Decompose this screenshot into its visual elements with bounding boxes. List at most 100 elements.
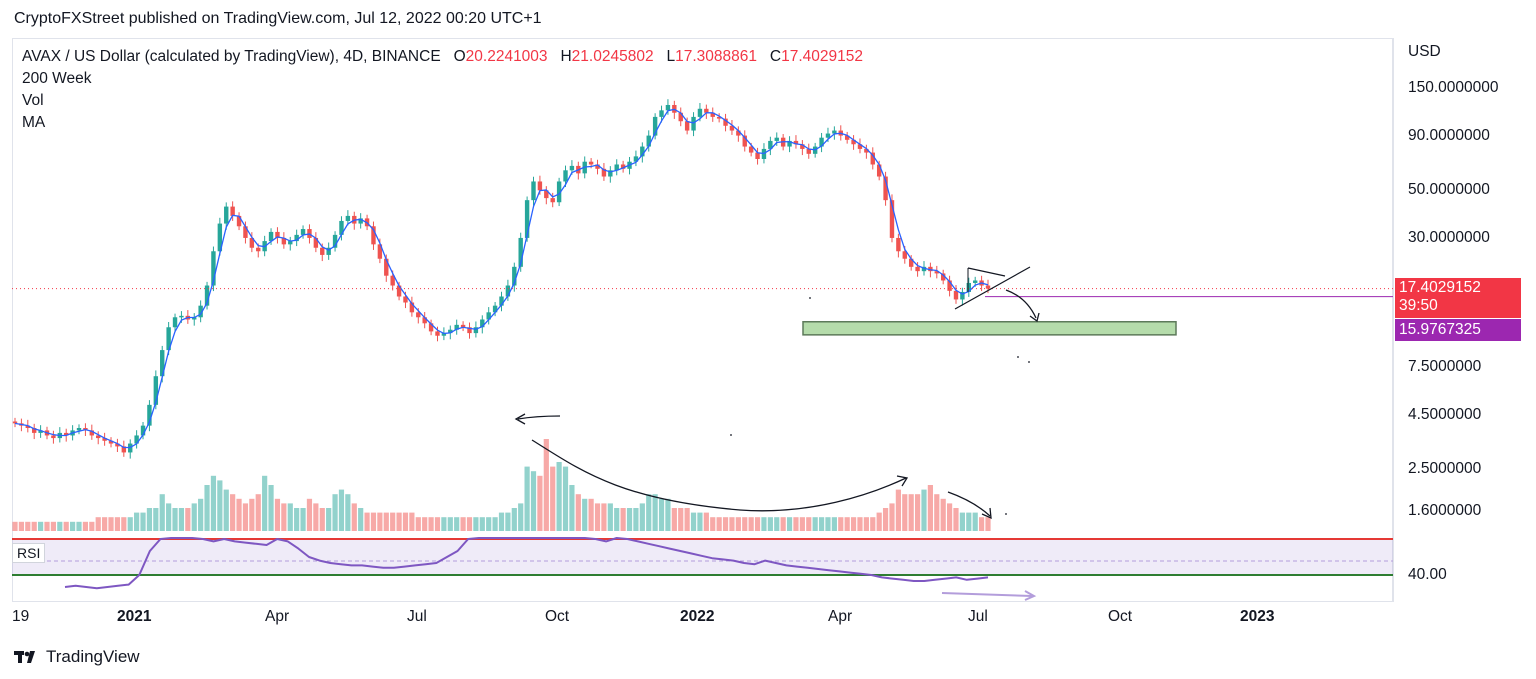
volume-bar: [492, 517, 498, 531]
legend-open-value: 20.2241003: [465, 48, 548, 65]
candle-body: [678, 112, 683, 122]
legend-low-value: 17.3088861: [675, 48, 757, 65]
volume-bar: [89, 521, 95, 531]
candle-body: [640, 146, 645, 157]
annotation-dot: [809, 297, 811, 299]
volume-bar: [748, 517, 754, 531]
candle-body: [748, 146, 754, 153]
volume-bar: [921, 489, 927, 531]
candle-body: [377, 244, 383, 259]
candle-body: [953, 290, 959, 300]
legend-indicator-vol[interactable]: Vol: [22, 92, 44, 109]
candle-body: [288, 241, 293, 245]
candle-body: [889, 200, 895, 238]
volume-bar: [12, 521, 18, 531]
tradingview-footer[interactable]: TradingView: [14, 647, 140, 667]
countdown-value: 39:50: [1399, 296, 1438, 314]
x-tick-label: Apr: [265, 608, 290, 625]
volume-bar: [185, 508, 191, 531]
candle-body: [121, 446, 127, 453]
legend-indicator-200-week[interactable]: 200 Week: [22, 70, 92, 87]
legend-high-value: 21.0245802: [571, 48, 654, 65]
footer-brand: TradingView: [46, 647, 140, 666]
volume-bar: [633, 508, 639, 531]
volume-bar: [614, 508, 620, 531]
volume-bar: [882, 508, 889, 531]
volume-bar: [191, 503, 197, 531]
candle-body: [518, 237, 523, 267]
candle-body: [652, 116, 658, 136]
candle-body: [403, 296, 408, 303]
volume-bar: [601, 503, 607, 531]
volume-bar: [198, 498, 204, 531]
candle-body: [851, 139, 856, 145]
legend-close-value: 17.4029152: [781, 48, 864, 65]
volume-bar: [498, 512, 505, 531]
candle-body: [102, 438, 107, 441]
candle-body: [172, 317, 178, 328]
volume-bar: [134, 512, 140, 531]
volume-bar: [556, 462, 562, 531]
candle-body: [441, 333, 447, 336]
volume-bar: [908, 494, 914, 531]
volume-curve-arrow: [531, 439, 907, 512]
volume-bar: [121, 517, 127, 531]
x-tick-label: Oct: [1108, 608, 1133, 625]
candle-body: [947, 280, 952, 291]
volume-bar: [652, 494, 658, 531]
time-axis-separator: [12, 601, 1393, 602]
rsi-label: RSI: [12, 543, 46, 563]
volume-peak-arrow-head: [514, 413, 526, 425]
x-tick-label: Apr: [828, 608, 853, 625]
y-tick-label: 7.5000000: [1408, 358, 1482, 376]
candle-body: [473, 327, 479, 334]
candle-body: [64, 432, 69, 436]
candle-body: [76, 427, 82, 431]
candle-body: [140, 425, 146, 436]
x-tick-label: Jul: [968, 608, 988, 625]
volume-bar: [166, 503, 172, 531]
candle-body: [512, 266, 517, 286]
volume-bar: [38, 521, 44, 531]
legend-indicator-ma[interactable]: MA: [22, 114, 46, 131]
volume-bar: [242, 503, 249, 531]
candle-body: [544, 190, 549, 199]
volume-bar: [18, 521, 25, 531]
volume-bar: [268, 485, 274, 531]
candle-body: [320, 247, 325, 255]
volume-bar: [876, 512, 882, 531]
volume-bar: [460, 517, 466, 531]
volume-bar: [63, 521, 69, 531]
volume-bar: [658, 498, 665, 531]
candle-body: [486, 312, 491, 320]
volume-bar: [50, 521, 57, 531]
volume-bar: [518, 503, 524, 531]
rsi-divergence-arrow: [941, 592, 1033, 597]
candle-body: [275, 231, 280, 238]
volume-bar: [588, 498, 594, 531]
volume-bar: [934, 494, 940, 531]
y-tick-label: 1.6000000: [1408, 502, 1482, 519]
volume-bar: [383, 512, 389, 531]
candle-body: [960, 291, 965, 300]
candle-body: [550, 198, 555, 203]
volume-bar: [402, 512, 409, 531]
candles-group: [12, 99, 991, 459]
candle-body: [384, 258, 389, 276]
volume-bar: [697, 512, 703, 531]
candle-body: [217, 223, 223, 252]
volume-bar: [735, 517, 741, 531]
candle-body: [32, 427, 37, 433]
candle-body: [819, 137, 824, 147]
volume-bar: [780, 517, 786, 531]
volume-bar: [108, 517, 114, 531]
candle-body: [921, 266, 927, 272]
x-tick-label: Jul: [407, 608, 427, 625]
volume-bar: [95, 517, 101, 531]
rsi-divergence-arrow-head: [1024, 590, 1037, 601]
candle-body: [416, 312, 421, 318]
candle-body: [768, 140, 773, 149]
candle-body: [934, 271, 939, 274]
volume-bar: [422, 517, 428, 531]
